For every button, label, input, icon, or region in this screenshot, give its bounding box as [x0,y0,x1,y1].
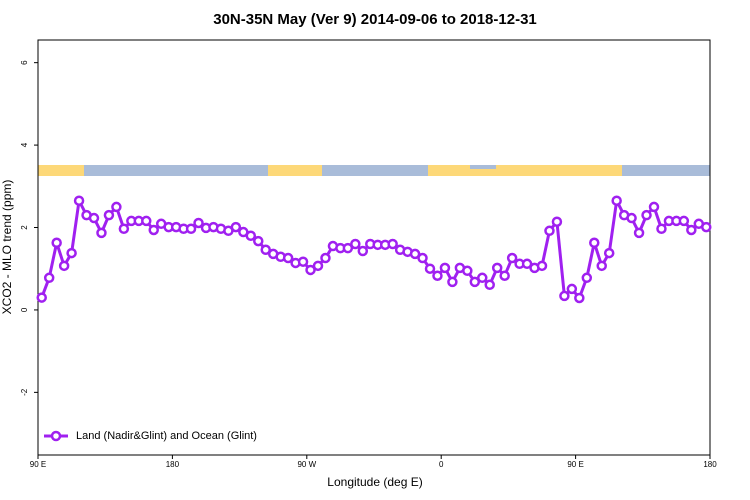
chart-title: 30N-35N May (Ver 9) 2014-09-06 to 2018-1… [213,11,537,28]
x-tick-label: 0 [439,460,444,469]
data-point [611,195,622,206]
data-point [148,224,159,236]
data-point [641,209,652,221]
data-point [230,221,242,233]
data-point [648,201,660,213]
data-point [633,227,645,239]
x-tick-label: 90 E [30,460,46,469]
data-point [342,242,354,254]
data-point [574,292,585,304]
data-point [559,290,570,302]
data-point [282,252,294,264]
y-tick-label: 6 [20,60,29,65]
data-point [357,245,369,257]
data-point [260,244,271,256]
data-point [111,201,122,213]
data-point [499,270,510,281]
plot-frame [37,39,711,456]
data-point [506,252,518,264]
y-axis-label: XCO2 - MLO trend (ppm) [0,180,14,315]
data-point [73,195,85,206]
data-point [193,217,204,229]
data-point [521,258,533,270]
data-point [297,256,309,267]
data-point [581,272,593,284]
data-point [312,260,324,272]
data-point [678,215,690,227]
data-point [66,247,77,259]
data-point [462,265,473,277]
data-point [387,238,398,250]
land-band [470,169,496,176]
data-point [58,260,70,272]
y-tick-label: -2 [20,388,29,396]
land-band [496,165,622,176]
x-tick-label: 180 [703,460,717,469]
data-point [141,215,152,227]
data-point [484,279,495,291]
data-point [320,252,331,264]
land-band [268,165,322,176]
data-point [118,223,130,234]
data-point [439,262,451,274]
data-point [589,237,600,249]
ocean-band [38,165,710,176]
data-point [36,292,47,303]
data-point [424,263,436,274]
data-point [305,264,316,276]
data-point [43,272,55,284]
data-point [566,283,578,295]
land-ocean-band [38,165,710,176]
data-point [185,223,197,234]
data-point [253,235,264,247]
data-point [409,248,421,260]
data-point [350,238,361,250]
data-point [544,225,555,237]
legend-marker [50,430,62,442]
data-point [536,260,548,272]
data-point [96,227,107,239]
data-point [469,276,481,288]
y-tick-label: 0 [20,307,29,312]
x-tick-label: 90 E [567,460,583,469]
data-point [656,223,667,234]
y-tick-label: 4 [20,142,29,147]
data-point [103,209,115,221]
data-point [551,216,563,227]
data-point [701,221,712,233]
data-point [417,252,428,264]
data-point [686,224,697,236]
data-point [626,212,637,224]
data-point [477,272,488,284]
data-point [603,247,615,259]
data-point [491,262,503,274]
y-tick-label: 2 [20,225,29,230]
data-point [596,260,607,272]
data-point [245,230,257,242]
legend-label: Land (Nadir&Glint) and Ocean (Glint) [76,430,257,442]
data-point [447,276,458,288]
x-tick-label: 180 [166,460,180,469]
land-band [428,165,470,176]
land-band [38,165,84,176]
data-point [88,212,100,224]
data-point [432,270,443,281]
data-point [51,237,62,249]
x-axis-label: Longitude (deg E) [327,475,422,489]
x-tick-label: 90 W [297,460,316,469]
